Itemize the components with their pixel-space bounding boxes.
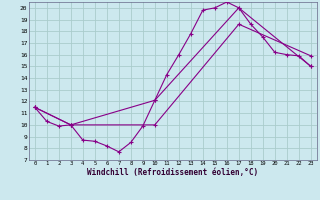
X-axis label: Windchill (Refroidissement éolien,°C): Windchill (Refroidissement éolien,°C)	[87, 168, 258, 177]
